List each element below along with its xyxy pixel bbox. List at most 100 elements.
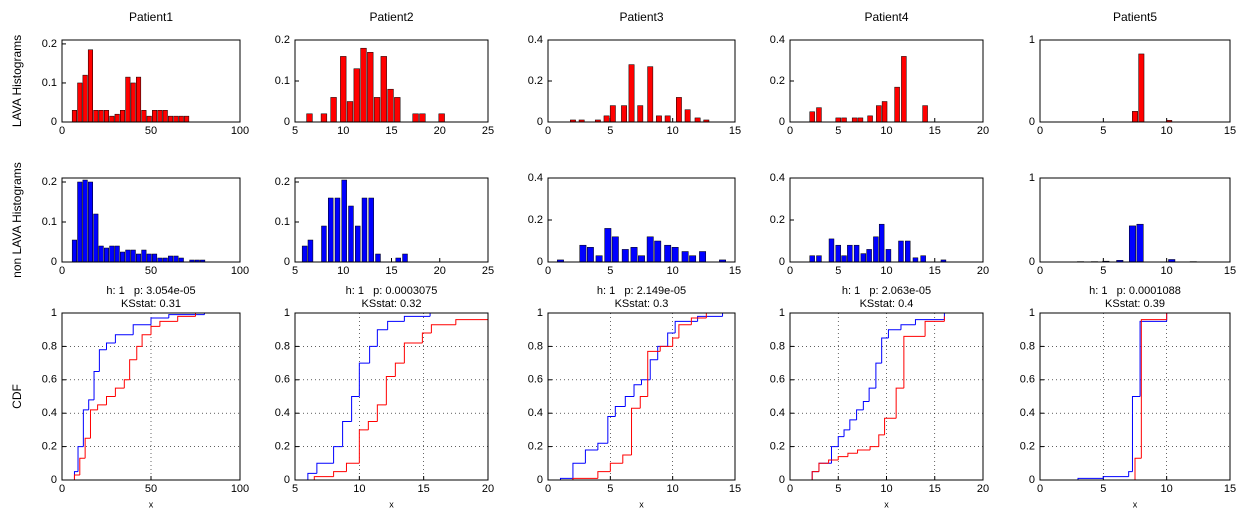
axes-background [295, 313, 488, 480]
cdf-step [123, 379, 130, 389]
cdf-step [584, 449, 598, 464]
axes-background [548, 178, 735, 262]
y-tick-label: 0.8 [42, 340, 57, 352]
x-tick-label: 15 [1224, 265, 1236, 277]
x-axis-label: x [884, 499, 889, 509]
histogram-bar [901, 56, 907, 123]
cdf-step [150, 317, 169, 325]
cdf-step [697, 315, 723, 322]
histogram-bar [130, 249, 136, 263]
histogram-bar [841, 255, 847, 263]
cdf-step [837, 456, 848, 460]
cdf-step [609, 462, 623, 472]
histogram-bar [71, 239, 77, 263]
stats-line: h: 1 p: 0.0001088 [1089, 285, 1181, 297]
y-tick-label: 0 [1029, 474, 1035, 486]
x-tick-label: 5 [292, 125, 298, 137]
histogram-bar [114, 245, 120, 263]
histogram-bar [82, 74, 88, 123]
y-tick-label: 0 [779, 474, 785, 486]
axes-frame [61, 177, 241, 263]
x-tick-label: 0 [787, 265, 793, 277]
axes-frame [294, 177, 489, 263]
x-tick-label: 25 [482, 265, 494, 277]
histogram-bar [647, 66, 654, 123]
histogram-bar [125, 249, 131, 263]
cdf-step [88, 399, 95, 410]
histogram-bar [152, 253, 158, 263]
x-tick-label: 15 [929, 125, 941, 137]
histogram-bar [1132, 111, 1138, 123]
histogram-bar [894, 86, 900, 123]
y-tick-label: 1 [284, 307, 290, 319]
axes-frame [547, 39, 736, 123]
histogram-bar [146, 115, 152, 123]
cdf-step [903, 335, 926, 389]
cdf-step [614, 406, 626, 417]
x-tick-label: 20 [977, 125, 989, 137]
histogram-bar [373, 97, 381, 123]
histogram-bar [301, 245, 308, 263]
cdf-step [914, 319, 945, 325]
histogram-bar [327, 197, 334, 263]
cdf-step [394, 362, 405, 377]
axes-frame [1039, 312, 1231, 481]
histogram-bar [136, 253, 142, 263]
cdf-step [622, 454, 632, 464]
histogram-bar [103, 110, 110, 123]
cdf-step [106, 396, 116, 405]
y-axis-label: LAVA Histograms [10, 35, 24, 127]
axes-frame [547, 312, 736, 481]
histogram-bar [77, 181, 83, 263]
cdf-step [106, 342, 116, 350]
histogram-bar [694, 117, 701, 123]
histogram-bar [885, 249, 892, 263]
x-tick-label: 0 [59, 125, 65, 137]
histogram-bar [664, 115, 671, 123]
x-tick-label: 10 [1161, 265, 1173, 277]
y-tick-label: 0 [284, 116, 290, 128]
histogram-bar [380, 56, 387, 123]
histogram-bar [82, 179, 88, 263]
cdf-step [674, 320, 698, 334]
x-tick-label: 0 [787, 125, 793, 137]
y-tick-label: 0.4 [528, 407, 543, 419]
histogram-bar [321, 225, 327, 263]
x-tick-label: 0 [1037, 483, 1043, 495]
histogram-bar [103, 247, 110, 263]
y-tick-label: 0.2 [275, 441, 290, 453]
x-tick-label: 10 [880, 125, 892, 137]
histogram-bar [146, 253, 152, 263]
histogram-bar [878, 223, 885, 263]
cdf-step [639, 396, 648, 409]
y-tick-label: 0.4 [770, 34, 785, 46]
axes-frame [61, 312, 241, 481]
stats-line: KSstat: 0.4 [860, 298, 914, 310]
cdf-step [572, 462, 586, 479]
axes-background [790, 178, 983, 262]
histogram-bar [368, 197, 374, 263]
histogram-bar [173, 115, 179, 123]
cdf-step [376, 329, 388, 347]
histogram-bar [881, 101, 888, 123]
histogram-bar [120, 251, 126, 263]
cdf-step [868, 387, 876, 402]
histogram-bar [306, 113, 313, 123]
x-tick-label: 10 [667, 483, 679, 495]
axes-frame [1039, 39, 1231, 123]
x-axis-label: x [1133, 499, 1138, 509]
y-tick-label: 1 [1029, 34, 1035, 46]
histogram-bar [681, 251, 689, 263]
x-tick-label: 50 [145, 265, 157, 277]
x-tick-label: 20 [977, 483, 989, 495]
histogram-bar [586, 247, 594, 263]
x-tick-label: 15 [1224, 483, 1236, 495]
cdf-step [884, 417, 897, 435]
histogram-bar [579, 244, 587, 263]
histogram-bar [905, 240, 911, 263]
stats-line: KSstat: 0.31 [121, 298, 181, 310]
x-tick-label: 15 [929, 265, 941, 277]
x-tick-label: 15 [729, 125, 741, 137]
histogram-bar [353, 68, 360, 123]
axes-frame [547, 177, 736, 263]
